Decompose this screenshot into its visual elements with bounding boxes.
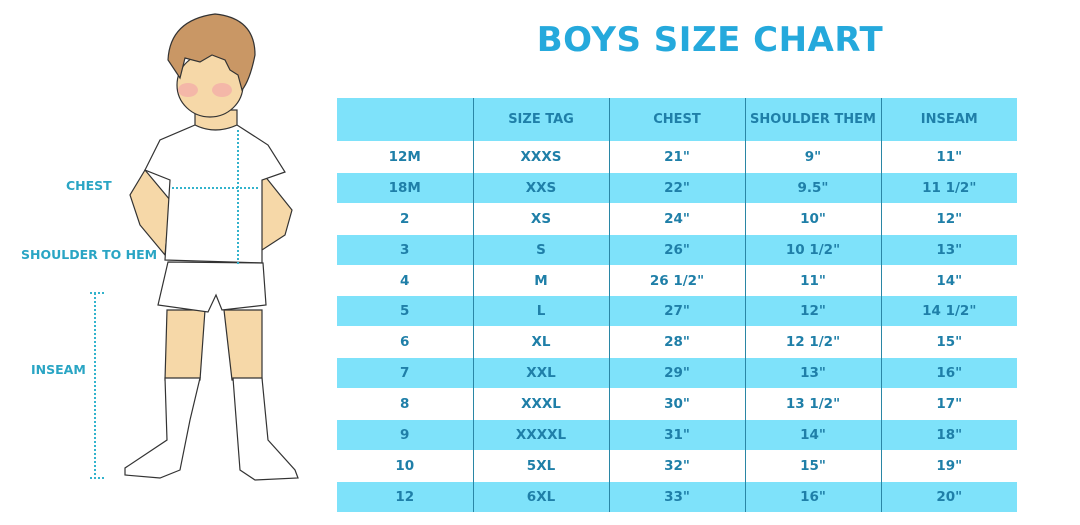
cell-size-tag: M — [472, 264, 609, 296]
cell-size-tag: L — [472, 295, 609, 327]
table-row: 12M XXXS 21" 9" 11" — [337, 141, 1017, 173]
cell-shoulder-hem: 13" — [744, 357, 881, 389]
cell-chest: 33" — [608, 480, 745, 512]
cell-inseam: 15" — [880, 326, 1017, 358]
column-header-shoulder-hem: SHOULDER THEM — [744, 98, 881, 142]
table-row: 10 5XL 32" 15" 19" — [337, 449, 1017, 482]
cell-size-tag: XXXL — [472, 388, 609, 420]
cell-age: 10 — [337, 449, 473, 482]
table-row: 6 XL 28" 12 1/2" 15" — [337, 326, 1017, 358]
cell-inseam: 17" — [880, 388, 1017, 420]
cell-shoulder-hem: 12" — [744, 295, 881, 327]
cell-shoulder-hem: 10 1/2" — [744, 233, 881, 266]
cell-age: 12M — [337, 141, 473, 173]
cell-size-tag: XXL — [472, 357, 609, 389]
cell-size-tag: XXXS — [472, 141, 609, 173]
cell-age: 4 — [337, 264, 473, 296]
table-row: 9 XXXXL 31" 14" 18" — [337, 419, 1017, 451]
cell-shoulder-hem: 10" — [744, 202, 881, 235]
cell-inseam: 16" — [880, 357, 1017, 389]
cell-age: 9 — [337, 419, 473, 451]
cell-size-tag: XS — [472, 202, 609, 235]
cell-chest: 32" — [608, 449, 745, 482]
cell-size-tag: XXS — [472, 171, 609, 204]
cell-shoulder-hem: 15" — [744, 449, 881, 482]
table-row: 5 L 27" 12" 14 1/2" — [337, 295, 1017, 327]
cell-chest: 28" — [608, 326, 745, 358]
cell-inseam: 18" — [880, 419, 1017, 451]
cell-age: 12 — [337, 480, 473, 512]
shoulder-to-hem-label: SHOULDER TO HEM — [21, 247, 158, 262]
cell-inseam: 12" — [880, 202, 1017, 235]
column-header-age — [337, 98, 473, 142]
cell-chest: 27" — [608, 295, 745, 327]
cell-age: 3 — [337, 233, 473, 266]
cell-inseam: 14" — [880, 264, 1017, 296]
table-header-row: SIZE TAG CHEST SHOULDER THEM INSEAM — [337, 98, 1017, 142]
column-header-size-tag: SIZE TAG — [472, 98, 609, 142]
cell-inseam: 11 1/2" — [880, 171, 1017, 204]
cell-chest: 31" — [608, 419, 745, 451]
table-row: 3 S 26" 10 1/2" 13" — [337, 233, 1017, 266]
size-chart-table: SIZE TAG CHEST SHOULDER THEM INSEAM 12M XXXS… — [337, 98, 1017, 512]
column-header-chest: CHEST — [608, 98, 745, 142]
cell-chest: 29" — [608, 357, 745, 389]
cell-chest: 24" — [608, 202, 745, 235]
cell-size-tag: 6XL — [472, 480, 609, 512]
cell-shoulder-hem: 9" — [744, 141, 881, 173]
cell-chest: 26" — [608, 233, 745, 266]
cell-age: 18M — [337, 171, 473, 204]
cell-age: 6 — [337, 326, 473, 358]
table-row: 8 XXXL 30" 13 1/2" 17" — [337, 388, 1017, 420]
inseam-label: INSEAM — [31, 362, 86, 377]
chest-label: CHEST — [66, 178, 112, 193]
table-row: 2 XS 24" 10" 12" — [337, 202, 1017, 235]
table-row: 7 XXL 29" 13" 16" — [337, 357, 1017, 389]
cell-inseam: 14 1/2" — [880, 295, 1017, 327]
cell-shoulder-hem: 13 1/2" — [744, 388, 881, 420]
table-row: 12 6XL 33" 16" 20" — [337, 480, 1017, 512]
cell-chest: 30" — [608, 388, 745, 420]
table-row: 18M XXS 22" 9.5" 11 1/2" — [337, 171, 1017, 204]
cell-size-tag: 5XL — [472, 449, 609, 482]
cell-shoulder-hem: 11" — [744, 264, 881, 296]
table-row: 4 M 26 1/2" 11" 14" — [337, 264, 1017, 296]
boy-illustration — [90, 13, 299, 481]
cell-shoulder-hem: 14" — [744, 419, 881, 451]
column-header-inseam: INSEAM — [880, 98, 1017, 142]
cell-shoulder-hem: 12 1/2" — [744, 326, 881, 358]
cell-inseam: 11" — [880, 141, 1017, 173]
cell-chest: 22" — [608, 171, 745, 204]
page-title: BOYS SIZE CHART — [536, 20, 884, 60]
cell-inseam: 13" — [880, 233, 1017, 266]
cell-size-tag: XL — [472, 326, 609, 358]
cell-chest: 26 1/2" — [608, 264, 745, 296]
cell-size-tag: S — [472, 233, 609, 266]
cell-shoulder-hem: 16" — [744, 480, 881, 512]
cell-chest: 21" — [608, 141, 745, 173]
cell-age: 8 — [337, 388, 473, 420]
cell-age: 2 — [337, 202, 473, 235]
cell-inseam: 19" — [880, 449, 1017, 482]
cell-size-tag: XXXXL — [472, 419, 609, 451]
cell-age: 7 — [337, 357, 473, 389]
cell-age: 5 — [337, 295, 473, 327]
cell-shoulder-hem: 9.5" — [744, 171, 881, 204]
cell-inseam: 20" — [880, 480, 1017, 512]
